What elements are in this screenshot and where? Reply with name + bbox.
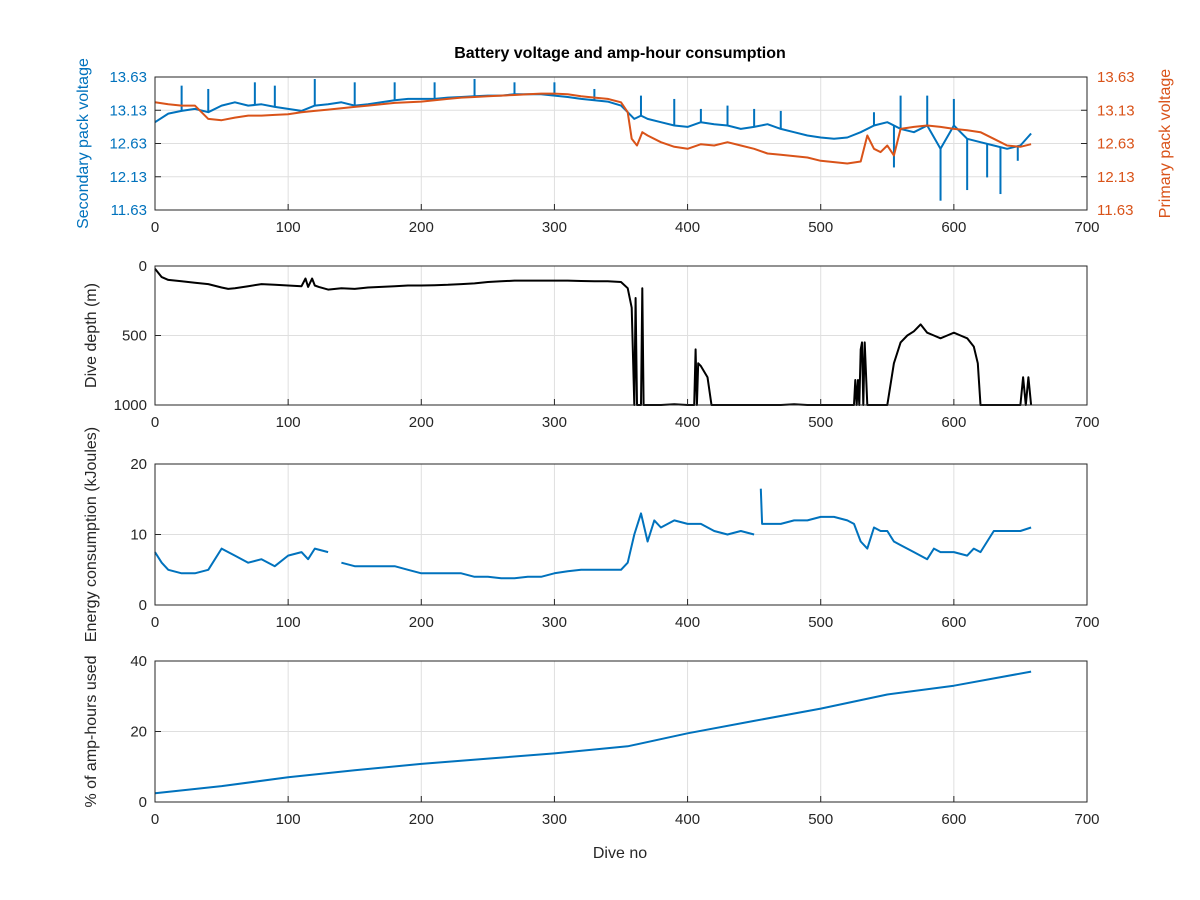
x-tick-label: 700: [1074, 811, 1099, 828]
x-tick-label: 700: [1074, 614, 1099, 631]
y-tick-label-right: 12.13: [1097, 169, 1135, 186]
figure-title: Battery voltage and amp-hour consumption: [454, 45, 786, 62]
y-axis-label: Energy consumption (kJoules): [83, 427, 100, 642]
x-tick-label: 400: [675, 614, 700, 631]
x-tick-label: 0: [151, 811, 159, 828]
y-tick-label: 12.13: [109, 169, 147, 186]
y-tick-label: 0: [139, 794, 147, 811]
y-tick-label-right: 12.63: [1097, 136, 1135, 153]
x-tick-label: 200: [409, 614, 434, 631]
x-tick-label: 600: [941, 811, 966, 828]
y-tick-label: 20: [130, 724, 147, 741]
y-tick-label: 20: [130, 456, 147, 473]
x-tick-label: 400: [675, 219, 700, 236]
y-tick-label: 13.63: [109, 69, 147, 86]
x-tick-label: 500: [808, 219, 833, 236]
y-tick-label: 13.13: [109, 102, 147, 119]
x-tick-label: 300: [542, 414, 567, 431]
y-axis-label: % of amp-hours used: [83, 655, 100, 807]
y-axis-label: Secondary pack voltage: [75, 58, 92, 229]
y-tick-label: 500: [122, 328, 147, 345]
x-tick-label: 600: [941, 614, 966, 631]
x-tick-label: 0: [151, 414, 159, 431]
x-tick-label: 400: [675, 811, 700, 828]
subplot-4: 0 100 200 300 400 500 600 700 0 20 40 % of amp-hour…: [83, 653, 1100, 828]
y-tick-label-right: 13.13: [1097, 102, 1135, 119]
y-tick-label-right: 11.63: [1097, 202, 1133, 219]
y-tick-label-right: 13.63: [1097, 69, 1135, 86]
series-line-4-1: [154, 670, 1032, 795]
subplot-1: 0 100 200 300 400 500 600 70011.6312.1312.6313.…: [75, 58, 1174, 236]
series-line-3-2: [759, 488, 1032, 561]
x-tick-label: 300: [542, 811, 567, 828]
y-axis-label: Dive depth (m): [83, 283, 100, 388]
y-tick-label: 11.63: [111, 202, 147, 219]
x-tick-label: 500: [808, 414, 833, 431]
y-tick-label: 1000: [114, 397, 147, 414]
x-axis-label: Dive no: [593, 845, 647, 862]
x-tick-label: 400: [675, 414, 700, 431]
x-tick-label: 200: [409, 414, 434, 431]
subplot-2: 0 100 200 300 400 500 600 700 0 500 1000 Dive depth…: [83, 258, 1100, 431]
x-tick-label: 100: [276, 219, 301, 236]
x-tick-label: 100: [276, 614, 301, 631]
y-tick-label: 10: [130, 527, 147, 544]
x-tick-label: 700: [1074, 219, 1099, 236]
x-tick-label: 100: [276, 414, 301, 431]
y-tick-label: 0: [139, 258, 147, 275]
x-tick-label: 500: [808, 811, 833, 828]
subplot-3: 0 100 200 300 400 500 600 700 0 10 20 Energy consum…: [83, 427, 1100, 642]
x-tick-label: 0: [151, 614, 159, 631]
x-tick-label: 300: [542, 614, 567, 631]
subplots: 0 100 200 300 400 500 600 70011.6312.1312.6313.…: [75, 58, 1174, 828]
y-axis-label-right: Primary pack voltage: [1157, 69, 1174, 218]
x-tick-label: 700: [1074, 414, 1099, 431]
series-line-1-1: [154, 93, 1032, 150]
x-tick-label: 300: [542, 219, 567, 236]
x-tick-label: 100: [276, 811, 301, 828]
series-line-1-2: [154, 92, 1032, 165]
y-tick-label: 0: [139, 597, 147, 614]
x-tick-label: 0: [151, 219, 159, 236]
series-line-2-1: [154, 268, 1033, 406]
y-tick-label: 12.63: [109, 136, 147, 153]
x-tick-label: 500: [808, 614, 833, 631]
x-tick-label: 600: [941, 219, 966, 236]
x-tick-label: 600: [941, 414, 966, 431]
x-tick-label: 200: [409, 219, 434, 236]
series-line-3-1: [154, 512, 755, 580]
y-tick-label: 40: [130, 653, 147, 670]
x-tick-label: 200: [409, 811, 434, 828]
